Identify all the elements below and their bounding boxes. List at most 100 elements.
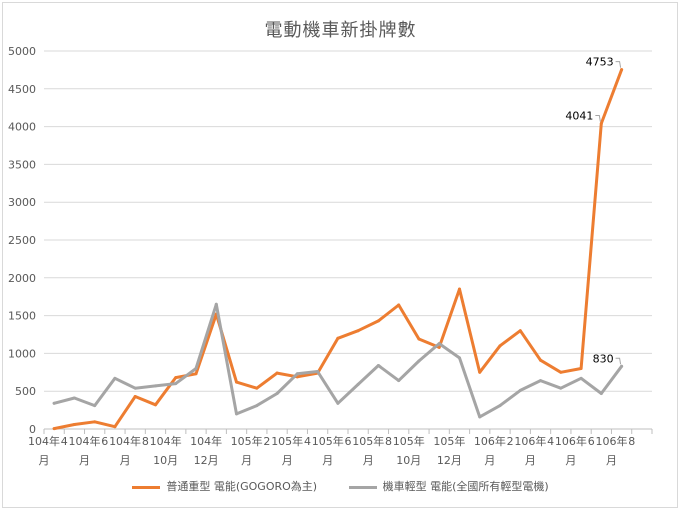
series-0-point-19	[437, 345, 441, 349]
x-tick-label-12: 105年	[271, 434, 303, 448]
series-0-point-18	[417, 337, 421, 341]
x-tick-sublabel-16: 月	[363, 454, 374, 467]
data-labels: 4041 4753 830	[565, 56, 622, 365]
x-tick-sublabel-28: 月	[606, 454, 617, 467]
x-tick-label-20: 105年	[433, 434, 465, 448]
series-1-point-2	[93, 404, 97, 408]
x-tick-label-15: 6	[345, 435, 352, 448]
series-1-point-13	[316, 370, 320, 374]
x-tick-sublabel-24: 月	[525, 454, 536, 467]
data-label-2: 830	[593, 352, 614, 365]
x-tick-label-3: 6	[101, 435, 108, 448]
y-tick-label-1: 500	[15, 385, 36, 398]
chart-title: 電動機車新掛牌數	[264, 20, 417, 41]
series-1-point-3	[113, 376, 117, 380]
series-1-point-1	[72, 396, 76, 400]
y-tick-label-9: 4500	[8, 83, 36, 96]
series-1-point-26	[579, 376, 583, 380]
x-tick-label-10: 105年	[231, 434, 263, 448]
series-0-point-14	[336, 336, 340, 340]
x-tick-label-18: 105年	[393, 434, 425, 448]
x-tick-sublabel-26: 月	[565, 454, 576, 467]
series-0-point-28	[620, 68, 624, 72]
x-tick-sublabel-0: 月	[39, 454, 50, 467]
y-tick-label-10: 5000	[8, 45, 36, 58]
x-tick-label-6: 104年	[150, 434, 182, 448]
series-0-point-3	[113, 425, 117, 429]
x-tick-sublabel-8: 12月	[194, 454, 219, 467]
legend-swatch-series-1	[348, 485, 377, 489]
series-0-point-10	[255, 386, 259, 390]
y-tick-label-3: 1500	[8, 310, 36, 323]
series-group	[52, 68, 624, 431]
series-0-point-1	[72, 422, 76, 426]
legend-item-series-0[interactable]: 普通重型 電能(GOGORO為主)	[132, 478, 317, 494]
series-0-point-11	[275, 371, 279, 375]
series-line-1	[52, 302, 624, 419]
series-0-point-20	[457, 287, 461, 291]
series-1-point-18	[417, 359, 421, 363]
x-tick-label-13: 4	[304, 435, 311, 448]
x-tick-label-5: 8	[142, 435, 149, 448]
series-1-point-4	[133, 386, 137, 390]
x-tick-label-8: 104年	[190, 434, 222, 448]
y-axis: 0 500 1000 1500 2000 2500 3000 3500 4000 4500 5000	[8, 45, 36, 436]
series-0-point-5	[153, 403, 157, 407]
series-0-point-17	[397, 303, 401, 307]
series-1-point-14	[336, 401, 340, 405]
data-label-leader-2	[615, 357, 622, 365]
x-tick-sublabel-22: 月	[484, 454, 495, 467]
series-1-point-11	[275, 391, 279, 395]
y-tick-label-6: 3000	[8, 196, 36, 209]
y-tick-label-7: 3500	[8, 158, 36, 171]
legend-label-series-0: 普通重型 電能(GOGORO為主)	[166, 480, 318, 493]
x-tick-sublabel-14: 月	[322, 454, 333, 467]
series-1-point-25	[559, 386, 563, 390]
series-1-point-7	[194, 367, 198, 371]
series-1-point-12	[295, 372, 299, 376]
series-1-point-10	[255, 404, 259, 408]
x-tick-label-23: 2	[507, 435, 514, 448]
legend-item-series-1[interactable]: 機車輕型 電能(全國所有輕型電機)	[348, 478, 549, 494]
x-tick-label-2: 104年	[69, 434, 101, 448]
x-tick-sublabel-10: 月	[241, 454, 252, 467]
series-0-point-25	[559, 370, 563, 374]
series-1-point-8	[214, 302, 218, 306]
x-tick-label-28: 106年	[595, 434, 627, 448]
y-tick-label-5: 2500	[8, 234, 36, 247]
series-1-point-22	[498, 404, 502, 408]
series-0-point-21	[478, 370, 482, 374]
data-label-leader-1	[615, 61, 622, 68]
series-0-point-2	[93, 420, 97, 424]
x-tick-label-22: 106年	[474, 434, 506, 448]
x-tick-label-29: 8	[628, 435, 635, 448]
x-tick-sublabel-2: 月	[79, 454, 90, 467]
data-label-1: 4753	[586, 56, 614, 69]
data-label-leader-0	[595, 115, 601, 122]
x-tick-sublabel-6: 10月	[153, 454, 178, 467]
series-1-point-21	[478, 415, 482, 419]
x-tick-label-25: 4	[547, 435, 554, 448]
series-1-point-0	[52, 401, 56, 405]
y-tick-label-0: 0	[29, 423, 36, 436]
x-tick-label-4: 104年	[109, 434, 141, 448]
series-0-point-22	[498, 344, 502, 348]
x-tick-sublabel-20: 12月	[437, 454, 462, 467]
gridlines	[44, 50, 652, 430]
legend-label-series-1: 機車輕型 電能(全國所有輕型電機)	[382, 480, 549, 493]
series-0-point-16	[376, 319, 380, 323]
series-1-point-24	[539, 379, 543, 383]
x-tick-label-16: 105年	[352, 434, 384, 448]
x-tick-label-24: 106年	[514, 434, 546, 448]
series-1-point-23	[518, 388, 522, 392]
series-1-point-16	[376, 363, 380, 367]
series-line-0	[52, 68, 624, 431]
series-0-point-6	[174, 376, 178, 380]
legend: 普通重型 電能(GOGORO為主) 機車輕型 電能(全國所有輕型電機)	[0, 478, 681, 494]
series-1-point-5	[153, 384, 157, 388]
series-1-point-28	[620, 364, 624, 368]
data-label-0: 4041	[565, 110, 593, 123]
x-tick-label-0: 104年	[28, 434, 60, 448]
